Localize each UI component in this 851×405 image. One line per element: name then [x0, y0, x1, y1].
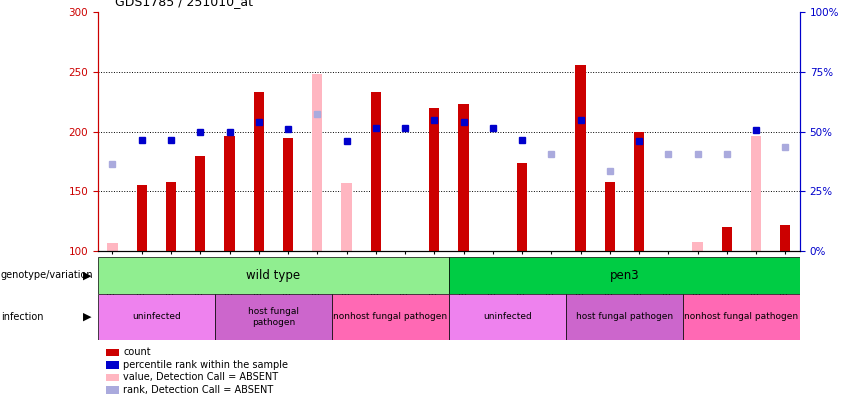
Bar	[137, 185, 147, 251]
Text: nonhost fungal pathogen: nonhost fungal pathogen	[334, 312, 448, 322]
Text: infection: infection	[1, 312, 43, 322]
Bar	[429, 108, 439, 251]
Bar	[98, 294, 214, 340]
Bar	[312, 74, 323, 251]
Bar	[780, 225, 791, 251]
Text: ▶: ▶	[83, 312, 91, 322]
Text: count: count	[123, 347, 151, 357]
Text: host fungal pathogen: host fungal pathogen	[576, 312, 673, 322]
Bar	[214, 294, 332, 340]
Bar	[575, 65, 585, 251]
Bar	[371, 92, 381, 251]
Bar	[566, 294, 683, 340]
Bar	[683, 294, 800, 340]
Bar	[693, 241, 703, 251]
Text: uninfected: uninfected	[483, 312, 532, 322]
Text: ▶: ▶	[83, 271, 91, 280]
Bar	[517, 163, 527, 251]
Bar	[283, 138, 293, 251]
Text: uninfected: uninfected	[132, 312, 180, 322]
Bar	[341, 183, 351, 251]
Bar	[449, 294, 566, 340]
Bar	[459, 104, 469, 251]
Bar	[107, 243, 117, 251]
Text: rank, Detection Call = ABSENT: rank, Detection Call = ABSENT	[123, 385, 274, 395]
Text: value, Detection Call = ABSENT: value, Detection Call = ABSENT	[123, 373, 278, 382]
Text: nonhost fungal pathogen: nonhost fungal pathogen	[684, 312, 798, 322]
Bar	[449, 257, 800, 294]
Bar	[166, 182, 176, 251]
Bar	[722, 227, 732, 251]
Bar	[634, 132, 644, 251]
Text: host fungal
pathogen: host fungal pathogen	[248, 307, 299, 326]
Bar	[195, 156, 205, 251]
Text: wild type: wild type	[246, 269, 300, 282]
Bar	[517, 221, 527, 251]
Bar	[98, 257, 449, 294]
Text: GDS1785 / 251010_at: GDS1785 / 251010_at	[115, 0, 253, 8]
Bar	[605, 182, 615, 251]
Text: genotype/variation: genotype/variation	[1, 271, 94, 280]
Bar	[332, 294, 449, 340]
Bar	[751, 136, 761, 251]
Text: percentile rank within the sample: percentile rank within the sample	[123, 360, 288, 370]
Bar	[225, 136, 235, 251]
Text: pen3: pen3	[609, 269, 639, 282]
Bar	[254, 92, 264, 251]
